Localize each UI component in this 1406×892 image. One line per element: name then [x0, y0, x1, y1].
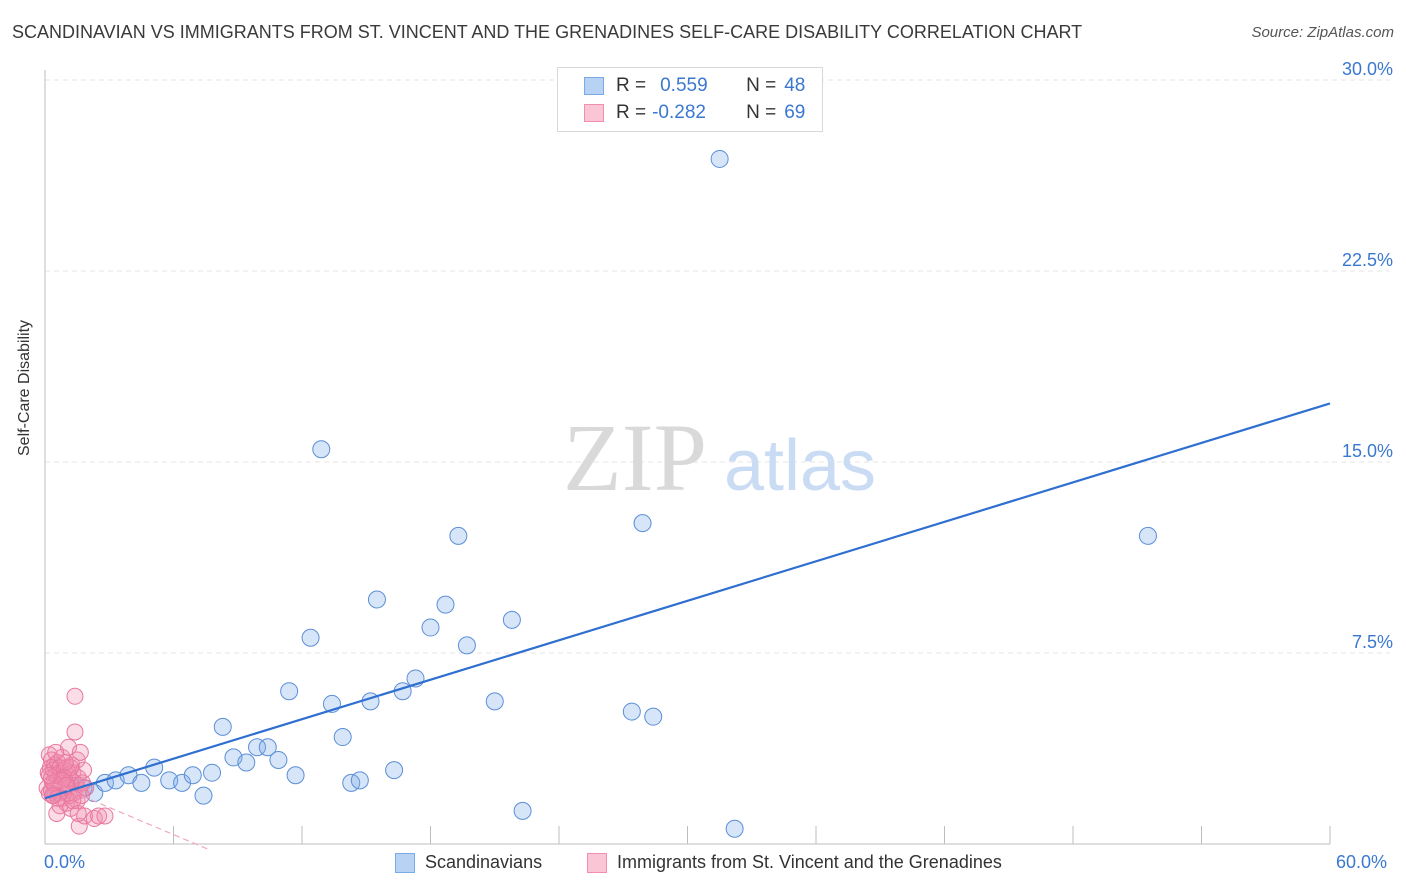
scandinavian-point — [258, 738, 277, 757]
scandinavian-point — [633, 514, 652, 533]
legend-r-value: 0.559 — [660, 75, 708, 96]
legend-n-value: 48 — [784, 75, 806, 96]
scandinavian-point — [269, 750, 288, 769]
legend-n-key: N = — [746, 102, 777, 123]
scandinavian-point — [312, 440, 331, 459]
scandinavian-point — [644, 707, 663, 726]
series-swatch-pink — [587, 852, 607, 873]
source-label: Source: ZipAtlas.com — [1251, 24, 1394, 41]
immigrant-point — [71, 743, 89, 761]
trend-lines — [44, 402, 1331, 850]
series-legend-immigrants: Immigrants from St. Vincent and the Gren… — [587, 852, 1002, 873]
scandinavian-point — [194, 786, 213, 805]
scandinavian-point — [502, 610, 521, 629]
immigrant-point — [69, 804, 87, 822]
legend-swatch-blue — [584, 77, 604, 95]
legend-r-key: R = — [616, 75, 647, 96]
series-legend-scandinavians: Scandinavians — [395, 852, 542, 873]
scandinavian-point — [173, 773, 192, 792]
scandinavian-point — [436, 595, 455, 614]
x-tick-label-min: 0.0% — [44, 852, 86, 872]
scandinavian-point — [280, 682, 299, 701]
scandinavian-point — [385, 761, 404, 780]
y-tick-label: 15.0% — [1341, 441, 1393, 461]
immigrant-point — [62, 759, 80, 777]
scandinavian-point — [237, 753, 256, 772]
watermark-atlas: atlas — [724, 426, 876, 506]
scandinavian-point — [286, 766, 305, 785]
scandinavian-point — [485, 692, 504, 711]
series-label: Scandinavians — [425, 852, 543, 872]
y-axis-label: Self-Care Disability — [16, 319, 33, 456]
immigrant-point — [40, 766, 58, 784]
scandinavian-point — [421, 618, 440, 637]
scandinavian-point — [183, 766, 202, 785]
watermark: ZIP atlas — [563, 404, 876, 511]
scandinavian-point — [513, 801, 532, 820]
y-tick-label: 30.0% — [1341, 59, 1393, 79]
series-swatch-blue — [395, 852, 415, 873]
scandinavian-point — [449, 526, 468, 545]
scandinavian-point — [350, 771, 369, 790]
scandinavian-point — [1138, 526, 1157, 545]
immigrant-point — [96, 807, 114, 825]
legend-n-value: 69 — [784, 102, 806, 123]
scandinavian-point — [301, 628, 320, 647]
data-points — [38, 149, 1157, 838]
immigrant-point — [66, 723, 84, 741]
immigrant-point — [70, 817, 88, 835]
correlation-legend: R = 0.559 N = 48 R = -0.282 N = 69 — [557, 67, 823, 132]
legend-n-key: N = — [746, 75, 777, 96]
watermark-zip: ZIP — [563, 404, 707, 511]
immigrant-point — [90, 807, 108, 825]
legend-r-key: R = — [616, 102, 647, 123]
legend-row-scandinavians: R = 0.559 N = 48 — [584, 73, 805, 99]
immigrant-point — [66, 687, 84, 705]
scandinavian-point — [457, 636, 476, 655]
legend-row-immigrants: R = -0.282 N = 69 — [584, 100, 805, 126]
scandinavian-point — [725, 819, 744, 838]
immigrant-point — [56, 754, 74, 772]
legend-r-value: -0.282 — [652, 102, 706, 123]
scandinavian-point — [213, 717, 232, 736]
scandinavian-point — [333, 728, 352, 747]
scandinavian-point — [710, 149, 729, 168]
scandinavian-point — [132, 773, 151, 792]
scandinavian-point — [622, 702, 641, 721]
series-label: Immigrants from St. Vincent and the Gren… — [617, 852, 1002, 872]
immigrant-point — [75, 761, 93, 779]
y-tick-label: 22.5% — [1341, 250, 1393, 270]
x-tick-label-max: 60.0% — [1336, 852, 1388, 872]
gridlines — [45, 79, 1390, 654]
scandinavian-point — [203, 763, 222, 782]
scandinavian-point — [367, 590, 386, 609]
chart-title: SCANDINAVIAN VS IMMIGRANTS FROM ST. VINC… — [12, 22, 1083, 42]
scandinavian-point — [248, 738, 267, 757]
axes — [44, 70, 1331, 845]
y-tick-label: 7.5% — [1351, 632, 1393, 652]
legend-swatch-pink — [584, 104, 604, 122]
scandinavian-trend-line — [44, 402, 1331, 800]
